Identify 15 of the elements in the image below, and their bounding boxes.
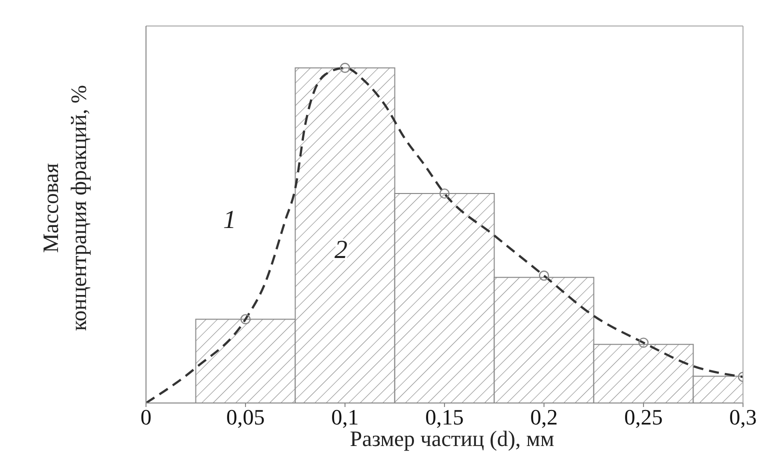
point: [538, 270, 550, 281]
point: [638, 338, 649, 348]
x-tick-label: 0,15: [425, 404, 464, 430]
annotation: 1: [223, 204, 236, 234]
x-tick-label: 0,05: [226, 404, 265, 430]
x-tick-label: 0: [140, 404, 152, 430]
annotation: 2: [334, 235, 348, 264]
x-tick-label: 0,3: [729, 404, 757, 430]
point: [340, 62, 350, 73]
x-tick-label: 0,2: [530, 404, 558, 430]
point: [240, 314, 251, 324]
y-axis-title: Массовая концентрация фракций, %: [38, 85, 91, 331]
x-tick-label: 0,1: [331, 404, 359, 430]
x-tick-label: 0,25: [624, 404, 663, 430]
point: [439, 188, 450, 199]
